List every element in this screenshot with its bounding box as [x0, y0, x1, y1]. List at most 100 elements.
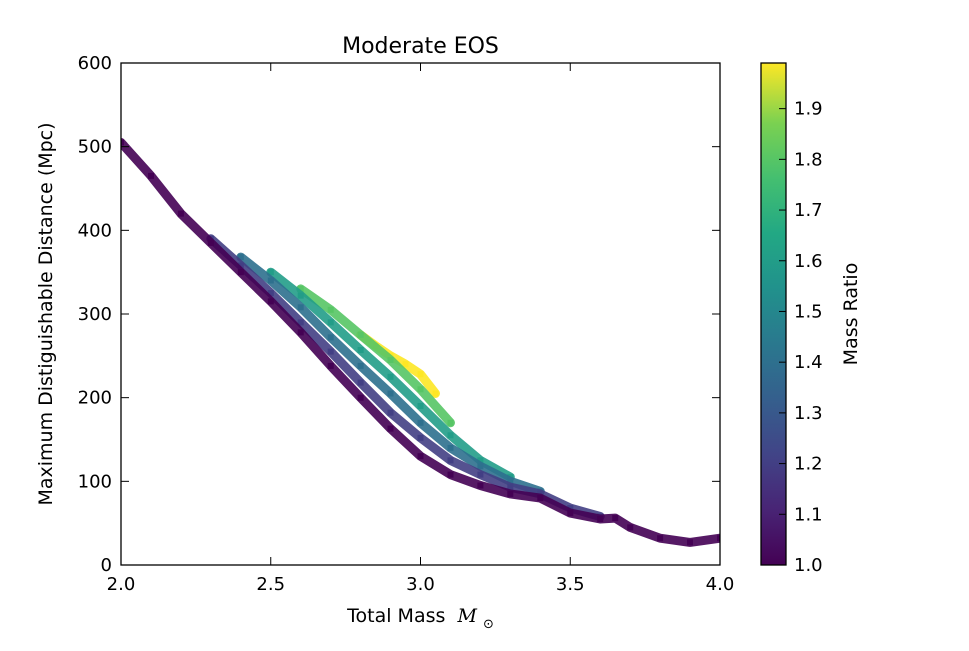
scatter-point [387, 390, 394, 397]
scatter-point [357, 347, 364, 353]
colorbar-tick-label: 1.7 [794, 200, 823, 221]
scatter-point [417, 453, 424, 460]
scatter-point [717, 535, 720, 542]
scatter-point [537, 495, 544, 502]
scatter-point [432, 390, 439, 397]
scatter-point [507, 478, 514, 485]
scatter-point [447, 457, 454, 464]
scatter-point [237, 262, 244, 269]
scatter-point [267, 298, 274, 305]
scatter-point [297, 304, 304, 311]
scatter-point [477, 471, 484, 478]
x-axis-label-symbol: M [456, 605, 477, 627]
scatter-point [387, 373, 394, 380]
scatter-point [507, 484, 514, 491]
scatter-series [266, 267, 515, 482]
series-line [296, 284, 455, 428]
scatter-point [687, 539, 693, 546]
scatter-point [297, 319, 304, 326]
scatter-series [121, 138, 720, 547]
scatter-point [447, 419, 454, 426]
scatter-point [477, 457, 484, 464]
scatter-point [447, 471, 454, 478]
colorbar-gradient [761, 63, 786, 565]
colorbar-tick-label: 1.8 [794, 149, 823, 170]
y-tick-label: 500 [78, 137, 112, 158]
scatter-point [447, 432, 454, 439]
series-line [206, 234, 605, 521]
scatter-point [417, 403, 424, 409]
series-line [121, 138, 720, 547]
scatter-point [267, 269, 274, 276]
scatter-point [417, 419, 424, 426]
scatter-point [357, 331, 364, 338]
x-tick-label: 3.5 [556, 574, 585, 595]
x-axis-label: Total Mass M ⊙ [346, 605, 494, 632]
y-tick-label: 0 [101, 555, 112, 576]
x-axis: 2.0 2.5 3.0 3.5 4.0 [107, 63, 735, 595]
scatter-point [402, 361, 409, 368]
scatter-point [327, 334, 334, 341]
colorbar-tick-label: 1.0 [794, 555, 823, 576]
x-tick-label: 2.5 [256, 574, 285, 595]
scatter-point [297, 329, 304, 336]
scatter-point [297, 285, 304, 292]
scatter-point [417, 434, 424, 441]
y-tick-label: 600 [78, 53, 112, 74]
x-tick-label: 4.0 [706, 574, 735, 595]
scatter-point [121, 139, 124, 146]
scatter-point [177, 210, 184, 217]
scatter-point [327, 348, 334, 355]
colorbar-tick-label: 1.6 [794, 251, 823, 272]
x-tick-label: 3.0 [406, 574, 435, 595]
scatter-point [477, 482, 484, 489]
scatter-point [387, 425, 394, 432]
scatter-point [417, 371, 424, 378]
plot-frame [120, 62, 721, 566]
colorbar-label: Mass Ratio [840, 263, 862, 366]
y-tick-label: 400 [78, 220, 112, 241]
scatter-point [357, 379, 364, 386]
x-axis-label-subscript: ⊙ [483, 617, 494, 632]
y-tick-label: 300 [78, 304, 112, 325]
scatter-point [267, 277, 274, 284]
scatter-point [327, 319, 334, 326]
colorbar-tick-label: 1.1 [794, 504, 823, 525]
scatter-point [357, 394, 364, 401]
scatter-point [477, 463, 484, 470]
colorbar-tick-label: 1.4 [794, 352, 823, 373]
x-axis-label-text: Total Mass [346, 605, 445, 627]
colorbar-tick-label: 1.2 [794, 454, 823, 475]
colorbar-tick-label: 1.5 [794, 301, 823, 322]
scatter-point [237, 254, 244, 261]
scatter-point [237, 269, 244, 276]
scatter-point [327, 306, 334, 313]
colorbar-tick-label: 1.3 [794, 403, 823, 424]
y-tick-label: 100 [78, 471, 112, 492]
y-tick-label: 200 [78, 388, 112, 409]
scatter-point [297, 292, 304, 299]
colorbar-ticks: 1.0 1.1 1.2 1.3 1.4 1.5 1.6 1.7 1.8 1.9 [779, 99, 823, 576]
y-axis: 0 100 200 300 400 500 600 [78, 53, 720, 576]
scatter-point [387, 409, 394, 416]
scatter-point [387, 357, 394, 363]
scatter-point [612, 515, 619, 522]
colorbar-tick-label: 1.9 [794, 99, 823, 120]
colorbar-frame [760, 62, 787, 566]
scatter-series [296, 284, 455, 428]
x-tick-label: 2.0 [107, 574, 136, 595]
scatter-point [447, 444, 454, 451]
scatter-data [121, 138, 720, 547]
scatter-point [357, 362, 364, 369]
scatter-point [597, 516, 604, 522]
scatter-point [507, 490, 514, 497]
scatter-point [148, 172, 154, 179]
scatter-point [267, 290, 274, 297]
scatter-point [207, 239, 214, 246]
scatter-point [627, 524, 634, 531]
scatter-point [567, 510, 574, 517]
scatter-point [657, 535, 664, 542]
scatter-point [327, 362, 334, 369]
